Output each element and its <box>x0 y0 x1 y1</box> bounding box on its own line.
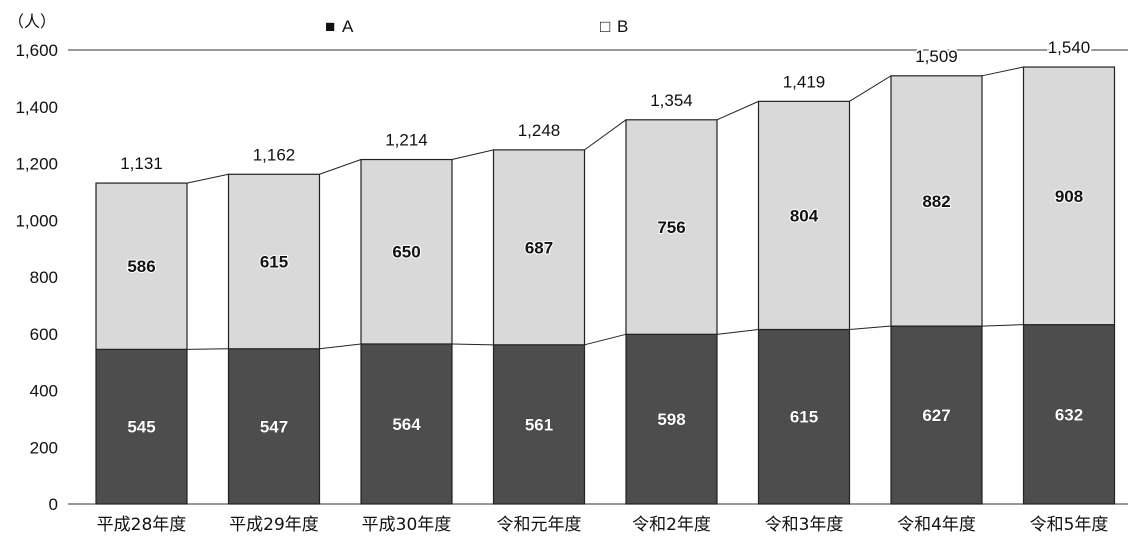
connector-line-a <box>186 348 229 350</box>
total-label: 1,419 <box>783 72 826 91</box>
segment-label-b: 804 <box>790 206 819 225</box>
x-category-label: 平成29年度 <box>229 515 319 535</box>
legend-symbol-b: □ <box>600 17 610 36</box>
segment-label-a: 627 <box>922 406 950 425</box>
bar-segment-b <box>625 119 718 335</box>
bar-segment-a <box>625 333 718 505</box>
segment-label-b: 908 <box>1055 187 1083 206</box>
x-category-label: 令和4年度 <box>897 515 976 535</box>
bar-segment-b <box>890 75 983 327</box>
y-tick-label: 0 <box>49 495 58 514</box>
segment-label-a: 547 <box>260 417 288 436</box>
bar-segment-a <box>227 348 321 505</box>
bar-segment-b <box>492 149 586 346</box>
legend-label-b: B <box>617 17 628 36</box>
bar-segment-b <box>95 182 188 350</box>
total-label: 1,162 <box>253 145 296 164</box>
y-tick-label: 800 <box>30 268 58 287</box>
total-label: 1,214 <box>385 131 428 150</box>
connector-line-a <box>584 333 627 346</box>
bar-segment-b <box>1022 66 1116 326</box>
legend-label-a: A <box>342 17 354 36</box>
y-axis-unit: （人） <box>8 12 56 31</box>
bar-segment-a <box>1022 324 1116 505</box>
connector-line-total <box>584 119 627 151</box>
segment-label-a: 545 <box>127 418 155 437</box>
connector-line-total <box>186 173 229 184</box>
x-category-label: 令和元年度 <box>497 515 582 535</box>
connector-line-a <box>849 325 892 330</box>
legend-symbol-a: ■ <box>325 17 335 36</box>
segment-label-a: 564 <box>392 415 421 434</box>
segment-label-a: 615 <box>790 408 818 427</box>
total-label: 1,131 <box>120 154 163 173</box>
connector-line-a <box>981 324 1024 327</box>
connector-line-a <box>716 328 759 335</box>
x-category-label: 令和5年度 <box>1030 515 1109 535</box>
y-tick-label: 1,400 <box>15 98 58 117</box>
connector-line-total <box>981 66 1024 77</box>
connector-line-total <box>451 149 494 161</box>
segment-label-b: 756 <box>657 218 685 237</box>
y-tick-label: 1,000 <box>15 211 58 230</box>
connector-line-a <box>319 343 362 350</box>
total-label: 1,540 <box>1048 38 1091 57</box>
y-tick-label: 1,600 <box>15 41 58 60</box>
segment-label-b: 687 <box>525 238 553 257</box>
total-label: 1,509 <box>915 47 958 66</box>
bar-segment-b <box>360 158 453 345</box>
segment-label-b: 586 <box>127 257 155 276</box>
x-category-label: 令和2年度 <box>632 515 711 535</box>
segment-label-a: 632 <box>1055 405 1083 424</box>
bar-segment-a <box>890 325 983 505</box>
bar-segment-a <box>360 343 453 505</box>
x-category-label: 令和3年度 <box>765 515 844 535</box>
bar-segment-a <box>757 328 851 505</box>
segment-label-b: 615 <box>260 253 288 272</box>
bar-segment-b <box>227 173 321 350</box>
legend: ■ A □ B <box>325 17 628 36</box>
bar-segment-a <box>492 344 586 505</box>
x-category-label: 平成28年度 <box>97 515 187 535</box>
bar-segment-a <box>95 348 188 505</box>
segment-label-b: 650 <box>392 243 420 262</box>
bar-segment-b <box>757 100 851 331</box>
connector-line-a <box>451 343 494 346</box>
plot-area: 0 200 400 600 800 1,000 1,200 1,400 1,600 545 586 1… <box>15 36 1128 535</box>
segment-label-b: 882 <box>922 192 950 211</box>
connector-line-total <box>849 75 892 102</box>
y-tick-label: 200 <box>30 438 58 457</box>
y-tick-label: 1,200 <box>15 155 58 174</box>
segment-label-a: 598 <box>657 410 685 429</box>
connector-line-total <box>319 159 362 175</box>
x-category-label: 平成30年度 <box>362 515 452 535</box>
y-tick-label: 600 <box>30 325 58 344</box>
total-label: 1,248 <box>518 121 561 140</box>
total-label: 1,354 <box>650 91 693 110</box>
y-tick-label: 400 <box>30 382 58 401</box>
segment-label-a: 561 <box>525 415 553 434</box>
connector-line-total <box>716 100 759 121</box>
